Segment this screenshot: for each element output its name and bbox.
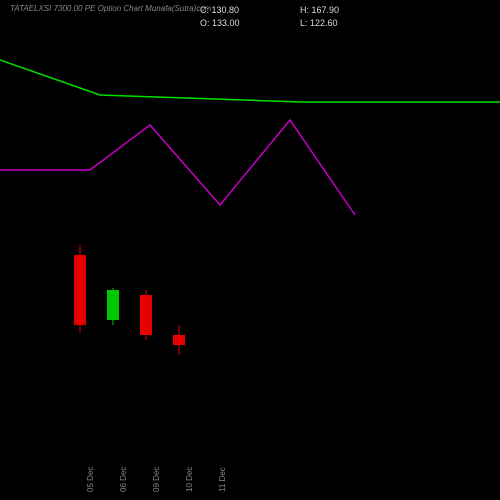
- x-axis-label: 10 Dec: [185, 467, 194, 492]
- chart-title: TATAELXSI 7300.00 PE Option Chart Munafa…: [10, 4, 211, 13]
- x-axis-label: 11 Dec: [218, 467, 227, 492]
- candle-body: [173, 335, 185, 345]
- close-info: C: 130.80: [200, 4, 260, 17]
- x-axis-labels: 05 Dec 06 Dec 09 Dec 10 Dec 11 Dec: [0, 454, 500, 494]
- indicator-line-green: [0, 60, 500, 102]
- indicator-line-purple: [0, 120, 355, 215]
- x-axis-label: 09 Dec: [152, 467, 161, 492]
- chart-svg: [0, 30, 500, 450]
- low-info: L: 122.60: [300, 17, 360, 30]
- ohlc-display: C: 130.80 H: 167.90 O: 133.00 L: 122.60: [200, 4, 360, 29]
- high-info: H: 167.90: [300, 4, 360, 17]
- candle-body: [107, 290, 119, 320]
- open-info: O: 133.00: [200, 17, 260, 30]
- candle-body: [74, 255, 86, 325]
- candle-body: [140, 295, 152, 335]
- x-axis-label: 06 Dec: [119, 467, 128, 492]
- x-axis-label: 05 Dec: [86, 467, 95, 492]
- chart-area: [0, 30, 500, 450]
